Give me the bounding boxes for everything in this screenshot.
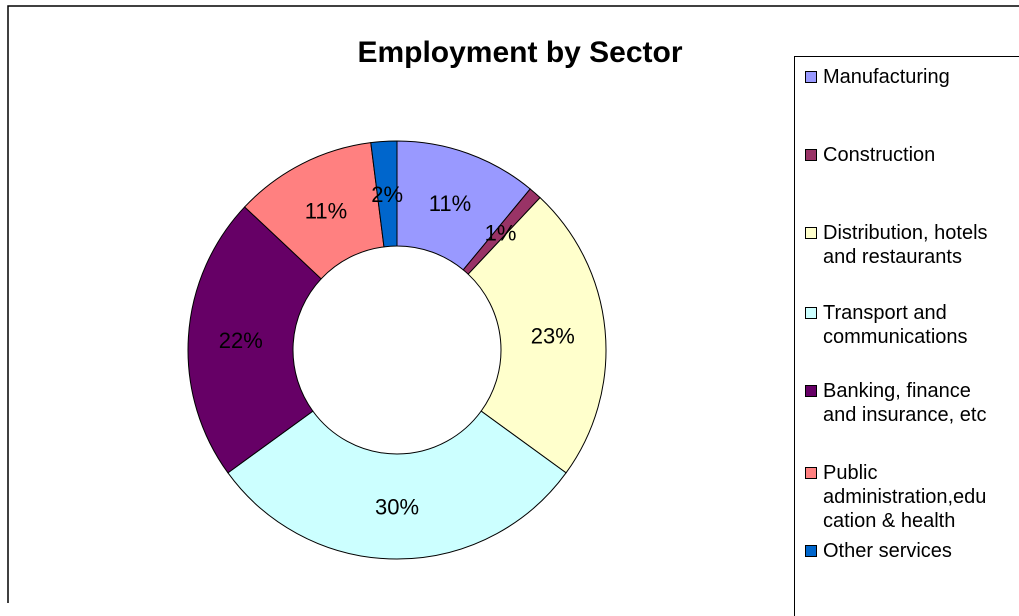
legend-entry-2: Distribution, hotels and restaurants xyxy=(805,221,1019,269)
slice-data-label-5: 11% xyxy=(305,199,347,224)
legend-swatch-5 xyxy=(805,467,817,479)
legend-swatch-0 xyxy=(805,71,817,83)
chart-area: 11% 1% 23% 30% 22% 11% 2% Employment by Sector… xyxy=(7,5,1019,616)
legend-label-5: Public administration,edu cation & healt… xyxy=(823,462,987,532)
legend-label-0: Manufacturing xyxy=(823,66,950,88)
slice-data-label-1: 1% xyxy=(485,221,517,246)
legend-entry-0: Manufacturing xyxy=(805,65,1019,89)
slice-data-label-2: 23% xyxy=(531,323,575,348)
legend: Manufacturing Construction Distribution, h… xyxy=(794,56,1019,616)
legend-label-2: Distribution, hotels and restaurants xyxy=(823,222,988,268)
legend-label-4: Banking, finance and insurance, etc xyxy=(823,380,987,426)
donut-slice-6 xyxy=(370,140,398,248)
slice-data-label-6: 2% xyxy=(371,182,403,207)
legend-entry-4: Banking, finance and insurance, etc xyxy=(805,379,1019,427)
legend-entry-1: Construction xyxy=(805,143,1019,167)
legend-label-1: Construction xyxy=(823,144,936,166)
legend-label-6: Other services xyxy=(823,540,952,562)
donut-slice-4 xyxy=(187,206,322,474)
legend-swatch-6 xyxy=(805,545,817,557)
donut-slice-2 xyxy=(467,196,607,474)
slice-data-label-4: 22% xyxy=(219,328,263,353)
legend-label-3: Transport and communications xyxy=(823,302,968,348)
legend-swatch-2 xyxy=(805,227,817,239)
legend-swatch-3 xyxy=(805,307,817,319)
legend-entry-5: Public administration,edu cation & healt… xyxy=(805,461,1019,533)
legend-entry-3: Transport and communications xyxy=(805,301,1019,349)
slice-data-label-3: 30% xyxy=(375,495,419,520)
chart-border xyxy=(7,5,1019,603)
legend-swatch-4 xyxy=(805,385,817,397)
donut-slice-3 xyxy=(227,410,567,560)
legend-swatch-1 xyxy=(805,149,817,161)
slice-data-label-0: 11% xyxy=(429,191,471,216)
legend-entry-6: Other services xyxy=(805,539,1019,563)
donut-chart: 11% 1% 23% 30% 22% 11% 2% xyxy=(7,5,1019,603)
chart-title: Employment by Sector xyxy=(357,36,683,69)
